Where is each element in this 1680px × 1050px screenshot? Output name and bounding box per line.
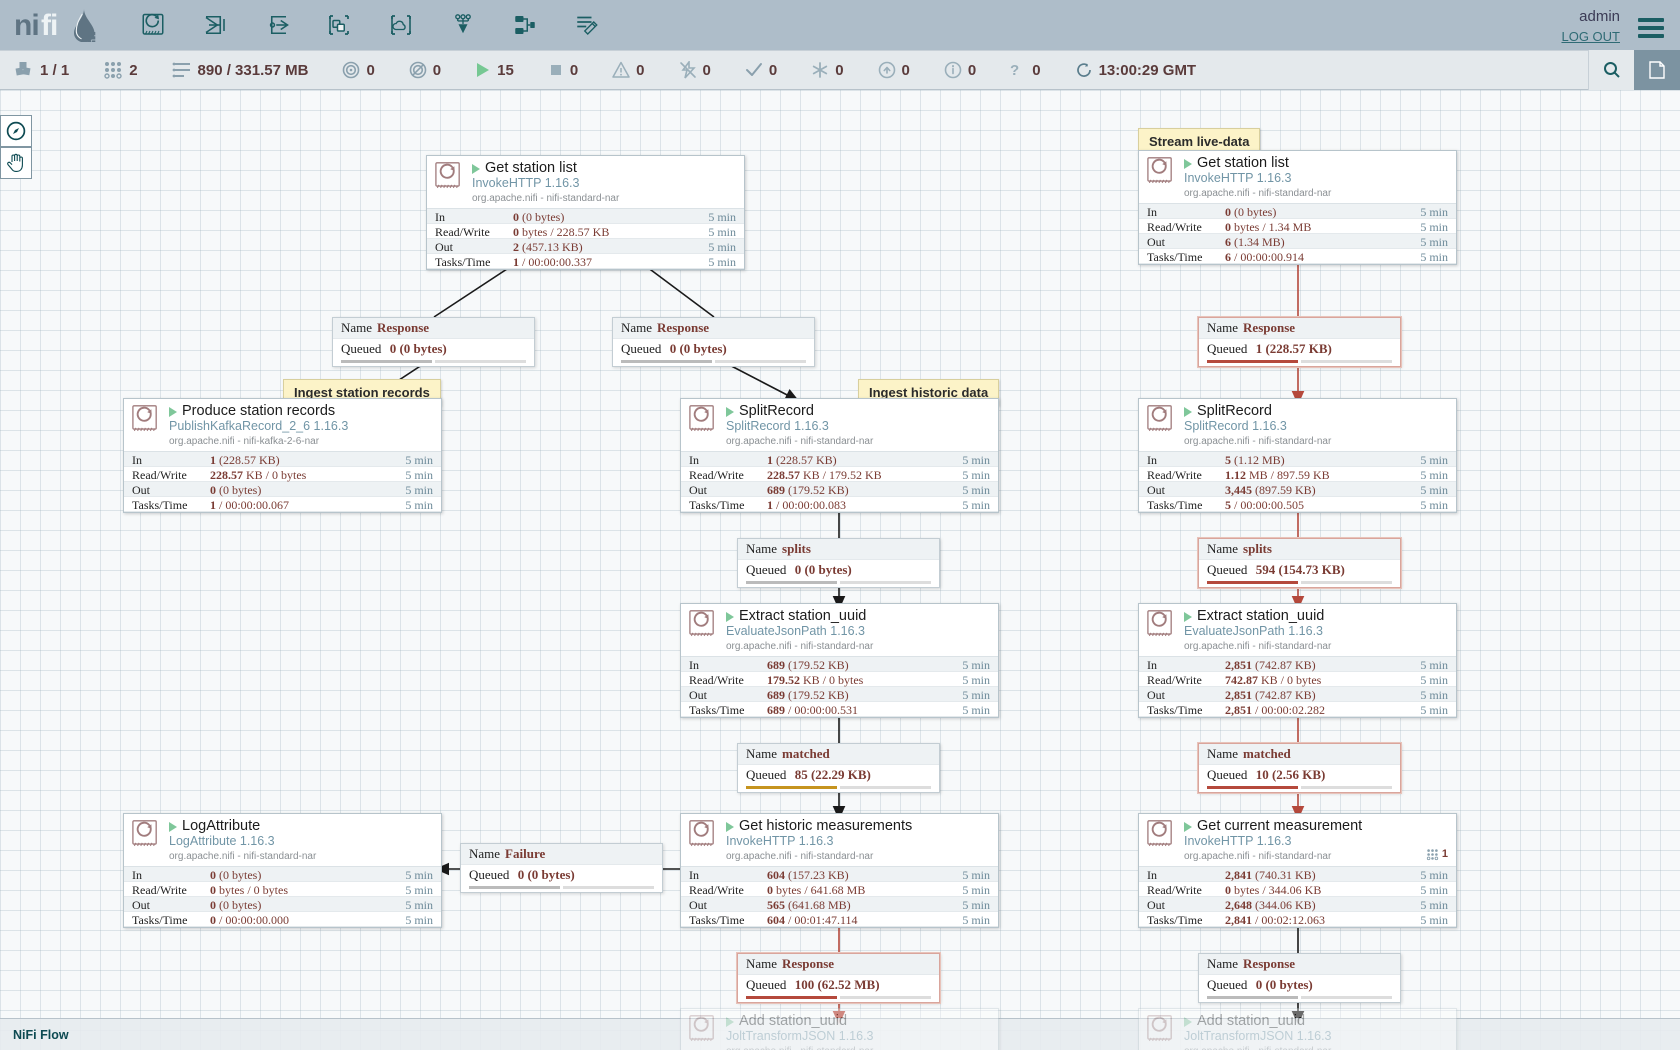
svg-text:ni: ni [14, 9, 39, 42]
svg-text:?: ? [1010, 62, 1019, 79]
svg-text:fi: fi [41, 9, 57, 42]
